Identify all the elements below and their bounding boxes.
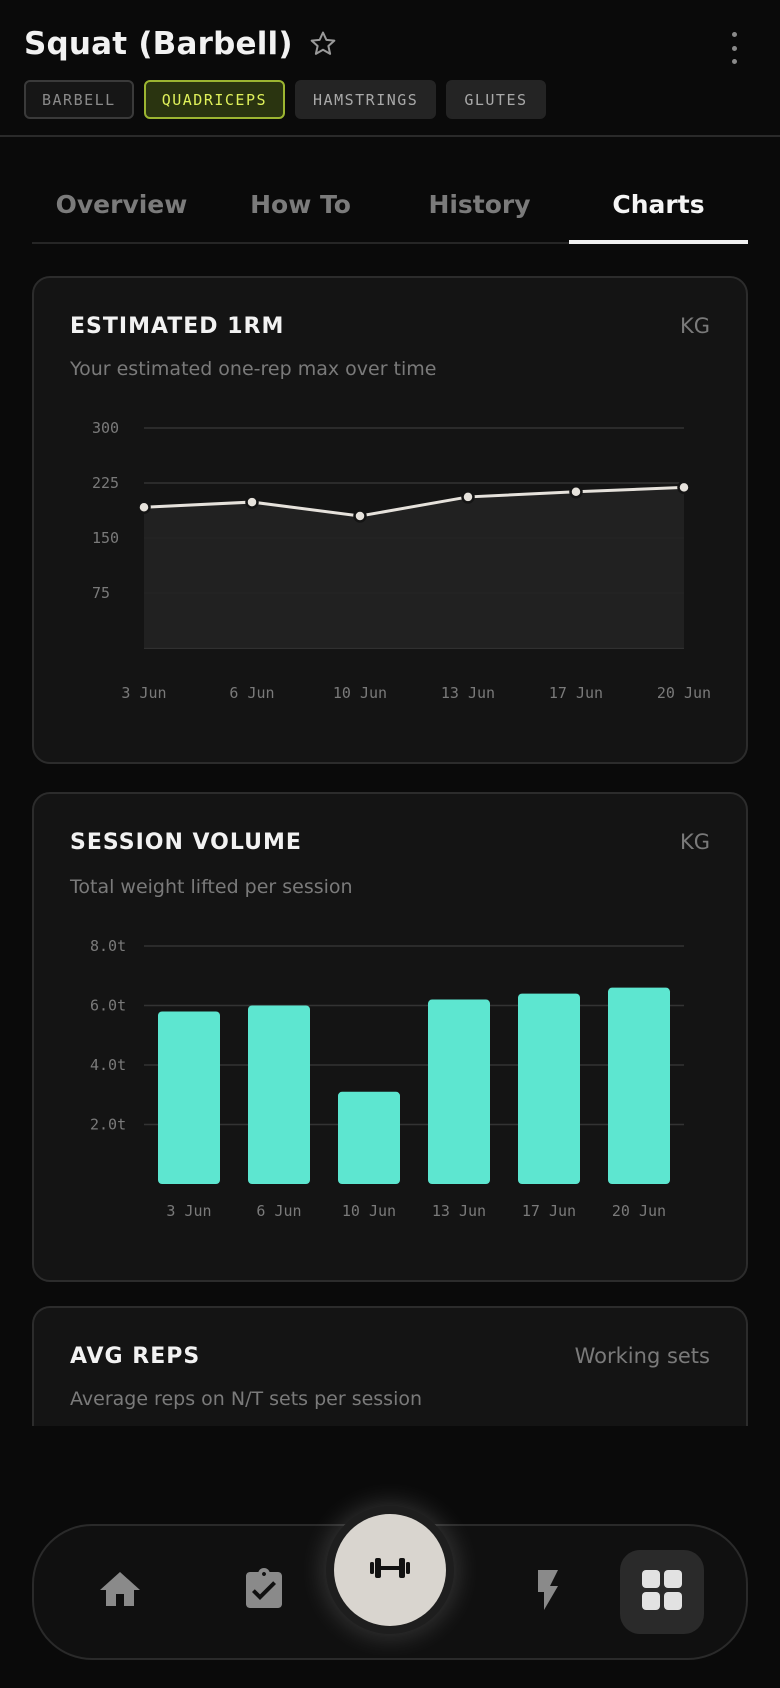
y-tick-label: 75: [92, 584, 110, 602]
card-title: AVG REPS: [70, 1344, 201, 1369]
more-options-icon[interactable]: [724, 32, 744, 64]
title-row: Squat (Barbell): [24, 26, 339, 62]
bar: [608, 987, 670, 1184]
card-subtitle: Average reps on N/T sets per session: [70, 1388, 423, 1410]
x-tick-label: 3 Jun: [166, 1202, 211, 1220]
chip-quadriceps[interactable]: QUADRICEPS: [143, 80, 286, 119]
session-volume-chart: 8.0t 6.0t 4.0t 2.0t 3 Jun 6 Jun 10 Jun 13 Jun 17…: [90, 937, 684, 1220]
x-tick-label: 6 Jun: [256, 1202, 301, 1220]
nav-exercises[interactable]: [620, 1550, 704, 1634]
card-unit: KG: [679, 830, 710, 854]
tab-overview[interactable]: Overview: [55, 190, 188, 219]
exercise-header: Squat (Barbell) BARBELL QUADRICEPS HAMST…: [0, 0, 780, 137]
home-icon: [96, 1566, 144, 1618]
x-tick-label: 20 Jun: [612, 1202, 666, 1220]
y-tick-label: 150: [92, 529, 119, 547]
card-unit: Working sets: [574, 1344, 710, 1368]
x-tick-label: 17 Jun: [522, 1202, 576, 1220]
bar: [428, 999, 490, 1184]
bolt-icon: [524, 1566, 572, 1618]
card-title: ESTIMATED 1RM: [70, 314, 285, 339]
x-tick-label: 17 Jun: [549, 684, 603, 702]
x-tick-label: 10 Jun: [342, 1202, 396, 1220]
nav-activity[interactable]: [516, 1560, 580, 1624]
x-tick-label: 10 Jun: [333, 684, 387, 702]
y-tick-label: 4.0t: [90, 1056, 126, 1074]
x-tick-label: 6 Jun: [229, 684, 274, 702]
data-point: [137, 500, 151, 514]
session-volume-card: SESSION VOLUME KG Total weight lifted pe…: [32, 792, 748, 1282]
y-tick-label: 2.0t: [90, 1116, 126, 1134]
data-point: [569, 485, 583, 499]
area-fill: [144, 487, 684, 648]
y-tick-label: 6.0t: [90, 997, 126, 1015]
tab-charts[interactable]: Charts: [569, 170, 748, 244]
chip-glutes[interactable]: GLUTES: [446, 80, 546, 119]
x-tick-label: 13 Jun: [432, 1202, 486, 1220]
tab-history[interactable]: History: [428, 190, 531, 219]
nav-workout-log[interactable]: [232, 1560, 296, 1624]
card-subtitle: Your estimated one-rep max over time: [70, 358, 437, 380]
data-point: [245, 495, 259, 509]
clipboard-check-icon: [240, 1566, 288, 1618]
chip-hamstrings[interactable]: HAMSTRINGS: [295, 80, 437, 119]
nav-home[interactable]: [88, 1560, 152, 1624]
y-tick-label: 300: [92, 419, 119, 437]
y-tick-label: 8.0t: [90, 937, 126, 955]
card-subtitle: Total weight lifted per session: [70, 876, 353, 898]
x-tick-label: 3 Jun: [121, 684, 166, 702]
card-title: SESSION VOLUME: [70, 830, 302, 855]
chip-barbell[interactable]: BARBELL: [24, 80, 134, 119]
bar: [338, 1091, 400, 1184]
nav-start-workout[interactable]: [334, 1514, 446, 1626]
card-unit: KG: [679, 314, 710, 338]
estimated-1rm-card: ESTIMATED 1RM KG Your estimated one-rep …: [32, 276, 748, 764]
bar: [518, 993, 580, 1184]
data-point: [461, 490, 475, 504]
data-point: [353, 509, 367, 523]
tab-how-to[interactable]: How To: [250, 190, 351, 219]
estimated-1rm-chart: 300 225 150 75 3 Jun 6 Jun 10 Jun 13 Jun 17 Jun 2…: [92, 419, 711, 702]
bar: [158, 1011, 220, 1184]
tab-bar: Overview How To History Charts: [32, 170, 748, 244]
x-tick-label: 13 Jun: [441, 684, 495, 702]
x-tick-label: 20 Jun: [657, 684, 711, 702]
muscle-chips: BARBELL QUADRICEPS HAMSTRINGS GLUTES: [24, 80, 546, 119]
dumbbell-icon: [366, 1544, 414, 1596]
star-icon[interactable]: [307, 28, 339, 60]
exercise-title: Squat (Barbell): [24, 26, 293, 62]
y-tick-label: 225: [92, 474, 119, 492]
grid-icon: [638, 1566, 686, 1618]
data-point: [677, 480, 691, 495]
bar: [248, 1005, 310, 1184]
avg-reps-card: AVG REPS Working sets Average reps on N/…: [32, 1306, 748, 1426]
series-line: [143, 485, 685, 518]
